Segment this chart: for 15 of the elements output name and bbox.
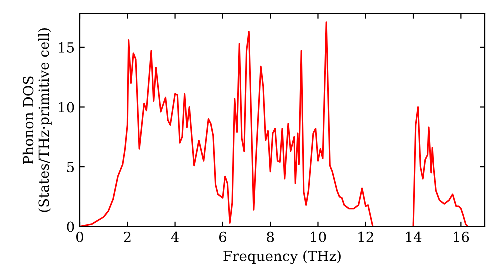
y-tick-label: 5 (67, 162, 74, 172)
x-tick-label: 2 (124, 232, 131, 242)
x-tick-label: 14 (406, 232, 422, 242)
x-tick-label: 8 (267, 232, 274, 242)
y-tick-label: 0 (67, 222, 74, 232)
y-axis-title: Phonon DOS (States/THz·primitive cell) (22, 28, 52, 212)
x-tick-label: 6 (219, 232, 226, 242)
x-tick-label: 4 (171, 232, 180, 242)
y-tick-label: 15 (59, 42, 74, 53)
x-tick-label: 0 (76, 232, 84, 242)
y-tick-label: 10 (59, 102, 74, 113)
x-tick-label: 16 (454, 232, 470, 242)
x-axis-title: Frequency (THz) (224, 250, 341, 264)
x-tick-label: 10 (311, 232, 326, 242)
x-tick-label: 12 (358, 232, 374, 242)
